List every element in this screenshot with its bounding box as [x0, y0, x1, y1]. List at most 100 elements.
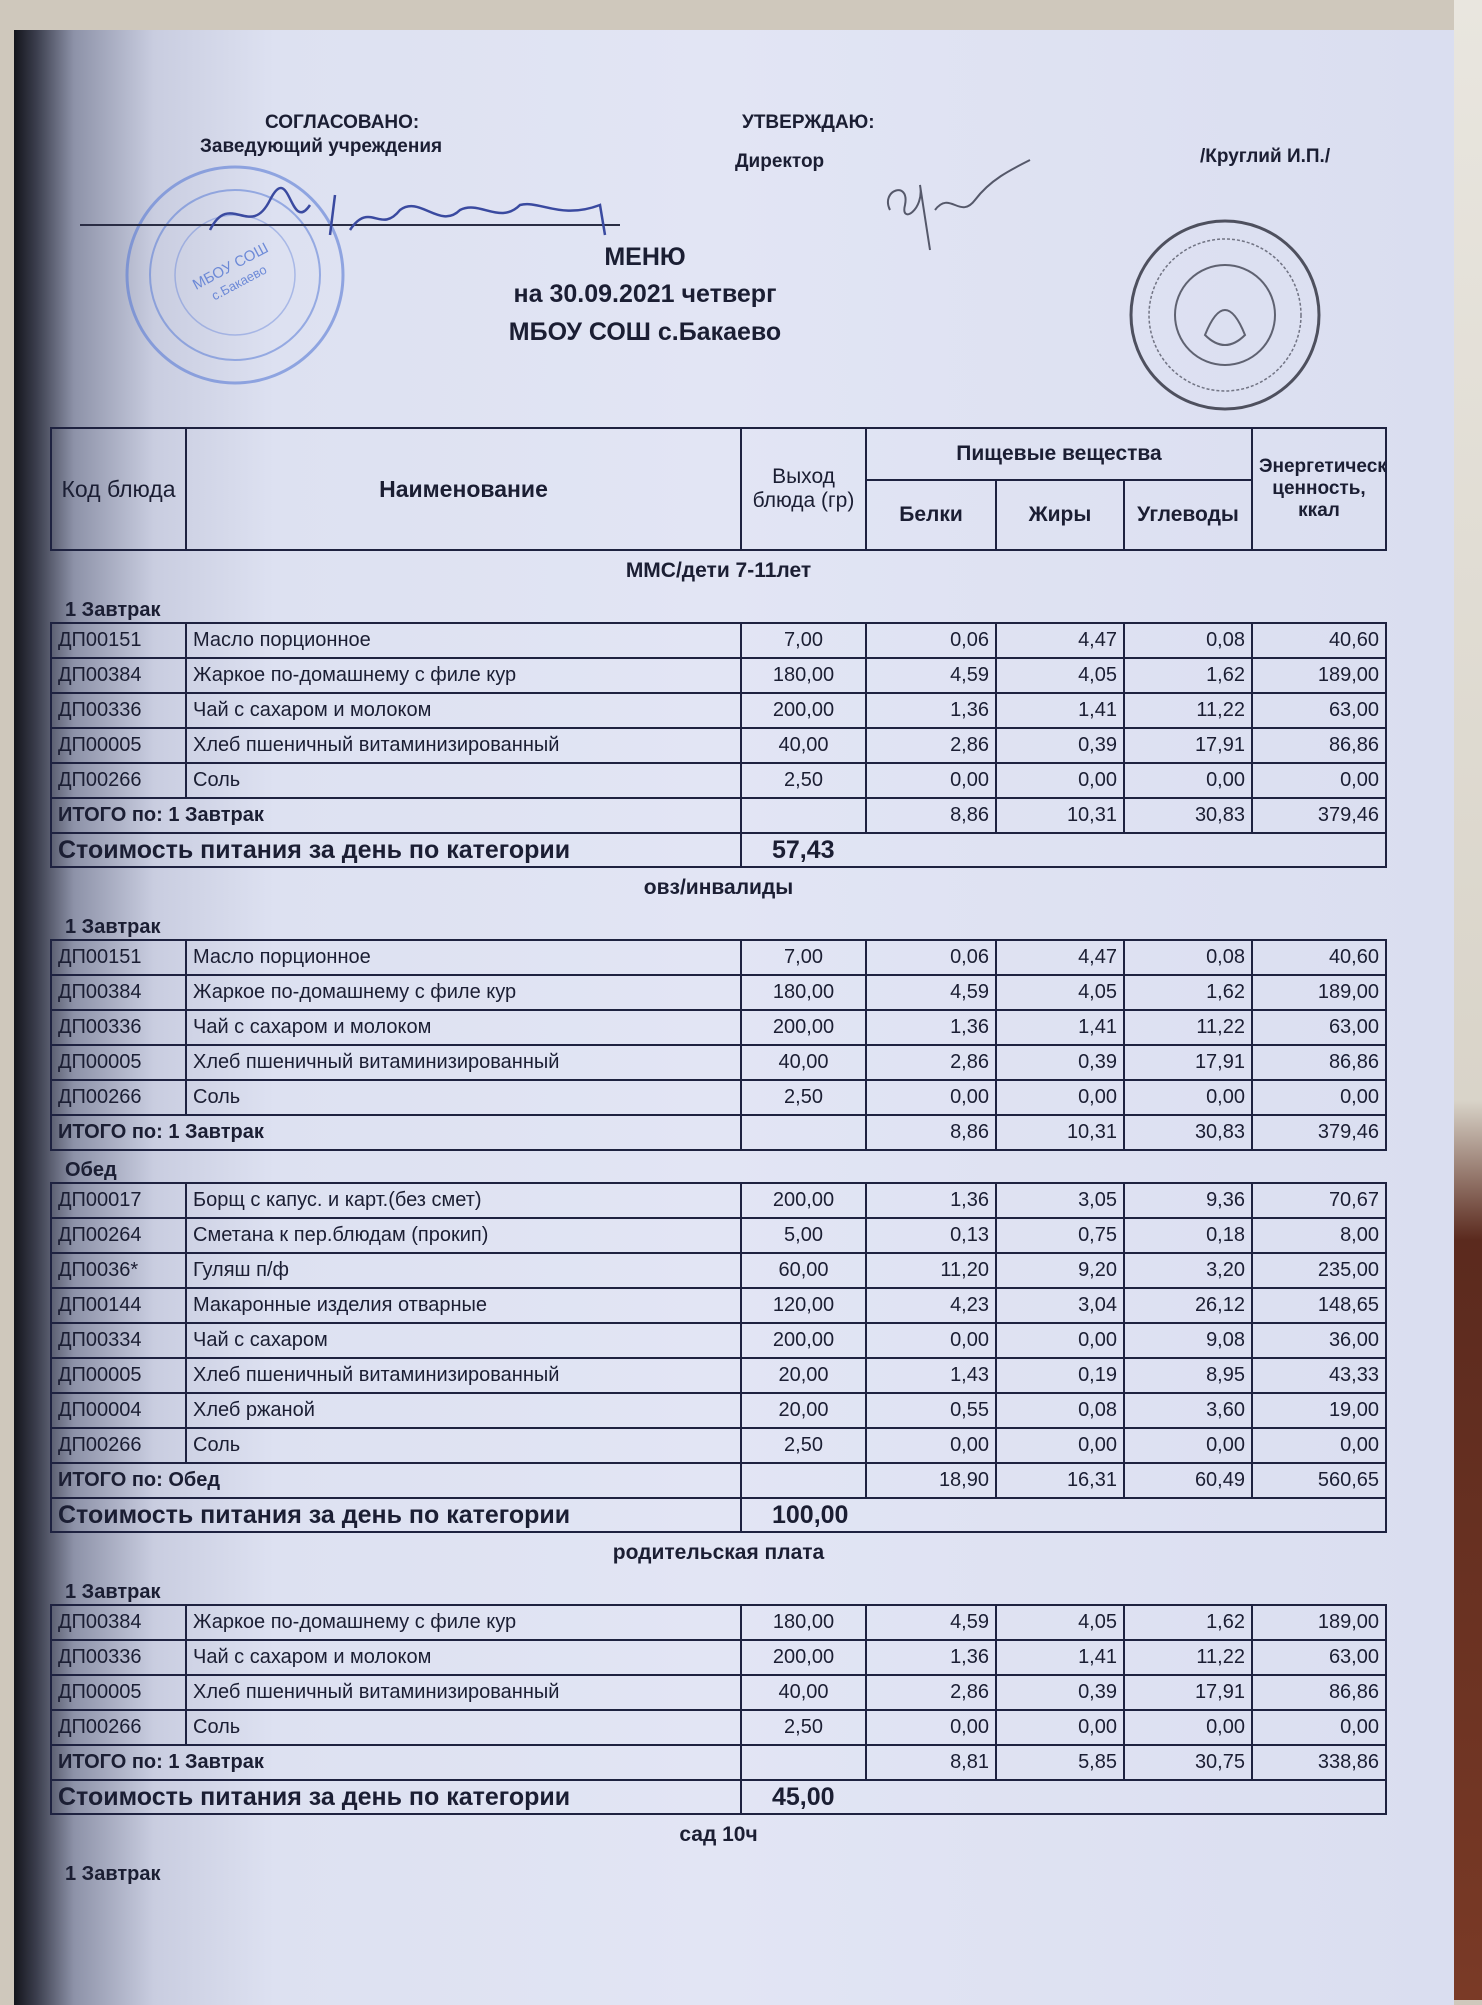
dish-carbs: 17,91 — [1123, 1674, 1253, 1711]
dish-fat: 0,39 — [995, 1044, 1125, 1081]
dish-carbs: 3,60 — [1123, 1392, 1253, 1429]
total-yield — [740, 1114, 867, 1151]
approve-name: /Круглий И.П./ — [1200, 146, 1331, 167]
dish-carbs: 17,91 — [1123, 1044, 1253, 1081]
meal-title: 1 Завтрак — [65, 916, 161, 938]
cost-row: Стоимость питания за день по категории 57… — [50, 832, 1387, 868]
dish-protein: 2,86 — [865, 1044, 997, 1081]
total-label: ИТОГО по: Обед — [50, 1462, 742, 1499]
total-row: ИТОГО по: Обед 18,90 16,31 60,49 560,65 — [50, 1462, 1387, 1499]
dish-fat: 0,19 — [995, 1357, 1125, 1394]
table-row: ДП00266 Соль 2,50 0,00 0,00 0,00 0,00 — [50, 1427, 1387, 1464]
table-row: ДП00004 Хлеб ржаной 20,00 0,55 0,08 3,60 19,00 — [50, 1392, 1387, 1429]
dish-fat: 4,05 — [995, 1604, 1125, 1641]
table-row: ДП00336 Чай с сахаром и молоком 200,00 1,36… — [50, 1009, 1387, 1046]
cost-label: Стоимость питания за день по категории — [50, 832, 742, 868]
dish-fat: 4,05 — [995, 974, 1125, 1011]
dish-energy: 86,86 — [1251, 1674, 1387, 1711]
cost-row: Стоимость питания за день по категории 10… — [50, 1497, 1387, 1533]
dish-code: ДП00005 — [50, 727, 187, 764]
dish-code: ДП00266 — [50, 1709, 187, 1746]
total-carbs: 30,75 — [1123, 1744, 1253, 1781]
cost-value: 100,00 — [740, 1497, 1387, 1533]
section-title: ММС/дети 7-11лет — [625, 559, 812, 582]
cost-value: 57,43 — [740, 832, 1387, 868]
dish-carbs: 0,18 — [1123, 1217, 1253, 1254]
total-row: ИТОГО по: 1 Завтрак 8,86 10,31 30,83 379,46 — [50, 797, 1387, 834]
section-title: родительская плата — [612, 1541, 825, 1564]
dish-fat: 1,41 — [995, 1009, 1125, 1046]
table-row: ДП00266 Соль 2,50 0,00 0,00 0,00 0,00 — [50, 1709, 1387, 1746]
dish-protein: 0,00 — [865, 1427, 997, 1464]
total-fat: 16,31 — [995, 1462, 1125, 1499]
total-energy: 560,65 — [1251, 1462, 1387, 1499]
dish-protein: 4,59 — [865, 657, 997, 694]
meal-title-row: 1 Завтрак — [51, 1573, 1386, 1605]
table-row: ДП00384 Жаркое по-домашнему с филе кур 180… — [50, 657, 1387, 694]
dish-yield: 60,00 — [740, 1252, 867, 1289]
dish-name: Хлеб пшеничный витаминизированный — [185, 1674, 742, 1711]
total-energy: 338,86 — [1251, 1744, 1387, 1781]
dish-fat: 1,41 — [995, 1639, 1125, 1676]
col-header-code: Код блюда — [50, 427, 187, 551]
agreed-label: СОГЛАСОВАНО: — [265, 112, 420, 133]
dish-code: ДП00384 — [50, 974, 187, 1011]
dish-energy: 63,00 — [1251, 1639, 1387, 1676]
dish-code: ДП00266 — [50, 1079, 187, 1116]
dish-yield: 40,00 — [740, 1674, 867, 1711]
dish-protein: 1,43 — [865, 1357, 997, 1394]
dish-carbs: 0,00 — [1123, 1427, 1253, 1464]
dish-yield: 2,50 — [740, 1079, 867, 1116]
dish-energy: 19,00 — [1251, 1392, 1387, 1429]
agreed-position: Заведующий учреждения — [200, 136, 443, 157]
dish-protein: 1,36 — [865, 1182, 997, 1219]
dish-code: ДП00144 — [50, 1287, 187, 1324]
dish-protein: 4,59 — [865, 1604, 997, 1641]
col-header-carbs: Углеводы — [1123, 479, 1253, 551]
dish-carbs: 11,22 — [1123, 1009, 1253, 1046]
dish-name: Жаркое по-домашнему с филе кур — [185, 974, 742, 1011]
col-header-yield: Выход блюда (гр) — [740, 427, 867, 551]
total-fat: 5,85 — [995, 1744, 1125, 1781]
dish-fat: 0,00 — [995, 1427, 1125, 1464]
dish-protein: 2,86 — [865, 1674, 997, 1711]
total-energy: 379,46 — [1251, 797, 1387, 834]
dish-code: ДП00336 — [50, 692, 187, 729]
dish-protein: 1,36 — [865, 692, 997, 729]
dish-energy: 63,00 — [1251, 1009, 1387, 1046]
dish-energy: 0,00 — [1251, 1427, 1387, 1464]
dish-fat: 0,00 — [995, 762, 1125, 799]
dish-fat: 3,05 — [995, 1182, 1125, 1219]
table-row: ДП00384 Жаркое по-домашнему с филе кур 180… — [50, 974, 1387, 1011]
approve-position: Директор — [735, 151, 825, 172]
dish-energy: 43,33 — [1251, 1357, 1387, 1394]
dish-carbs: 9,08 — [1123, 1322, 1253, 1359]
cost-label: Стоимость питания за день по категории — [50, 1497, 742, 1533]
dish-name: Чай с сахаром — [185, 1322, 742, 1359]
dish-protein: 0,55 — [865, 1392, 997, 1429]
dish-name: Хлеб пшеничный витаминизированный — [185, 1044, 742, 1081]
total-protein: 8,86 — [865, 1114, 997, 1151]
dish-code: ДП00266 — [50, 762, 187, 799]
dish-name: Соль — [185, 1709, 742, 1746]
dish-carbs: 0,00 — [1123, 1079, 1253, 1116]
table-row: ДП00264 Сметана к пер.блюдам (прокип) 5,00… — [50, 1217, 1387, 1254]
table-row: ДП00005 Хлеб пшеничный витаминизированный… — [50, 1674, 1387, 1711]
dish-energy: 8,00 — [1251, 1217, 1387, 1254]
dish-yield: 180,00 — [740, 657, 867, 694]
dish-protein: 1,36 — [865, 1639, 997, 1676]
dish-protein: 1,36 — [865, 1009, 997, 1046]
cost-value: 45,00 — [740, 1779, 1387, 1815]
dish-energy: 0,00 — [1251, 762, 1387, 799]
meal-title-row: 1 Завтрак — [51, 1855, 1386, 1886]
dish-energy: 189,00 — [1251, 974, 1387, 1011]
dish-fat: 1,41 — [995, 692, 1125, 729]
dish-name: Масло порционное — [185, 622, 742, 659]
cost-label: Стоимость питания за день по категории — [50, 1779, 742, 1815]
dish-name: Борщ с капус. и карт.(без смет) — [185, 1182, 742, 1219]
dish-energy: 63,00 — [1251, 692, 1387, 729]
meal-title: 1 Завтрак — [65, 599, 161, 621]
dish-fat: 4,47 — [995, 939, 1125, 976]
dish-name: Соль — [185, 762, 742, 799]
dish-energy: 86,86 — [1251, 1044, 1387, 1081]
